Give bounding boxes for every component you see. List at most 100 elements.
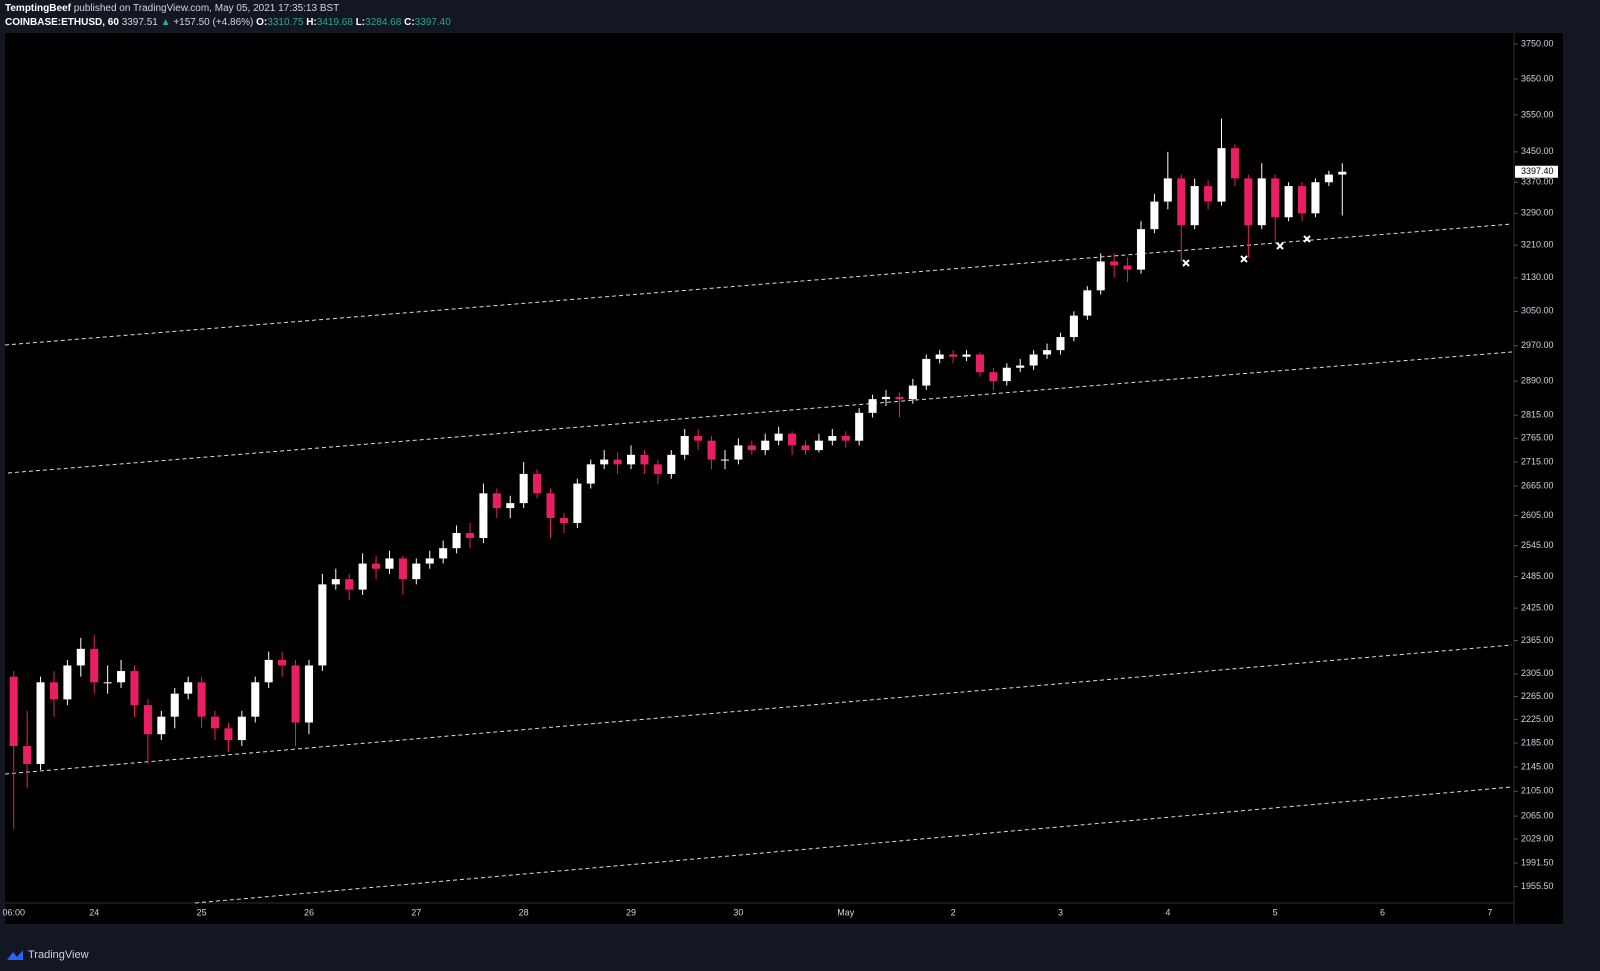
- candle-body: [1338, 171, 1347, 175]
- x-tick-label: 24: [89, 907, 99, 917]
- y-tick-label: 2029.00: [1521, 833, 1554, 843]
- candle-body: [747, 445, 756, 451]
- candle-body: [1244, 178, 1253, 226]
- candle-body: [627, 454, 636, 465]
- candle-body: [935, 354, 944, 359]
- candle-body: [895, 396, 904, 400]
- y-tick-label: 1955.50: [1521, 881, 1554, 891]
- candle-body: [949, 354, 958, 357]
- chart-background: [5, 33, 1563, 924]
- x-tick-label: 27: [411, 907, 421, 917]
- symbol: COINBASE:ETHUSD, 60: [5, 17, 119, 28]
- markers: [1182, 235, 1311, 267]
- y-tick-label: 2185.00: [1521, 737, 1554, 747]
- candle-body: [1298, 186, 1307, 214]
- c-value: 3397.40: [414, 17, 451, 28]
- candle-body: [761, 440, 770, 451]
- candle-body: [667, 454, 676, 474]
- candle-body: [1002, 367, 1011, 382]
- candle-body: [63, 665, 72, 700]
- candle-body: [533, 473, 542, 494]
- candle-body: [398, 558, 407, 580]
- candle-body: [1083, 290, 1092, 316]
- candle-body: [291, 665, 300, 723]
- candle-body: [640, 454, 649, 465]
- candle-body: [922, 358, 931, 386]
- candle-body: [23, 746, 32, 764]
- candle-body: [1257, 178, 1266, 226]
- candle-body: [425, 558, 434, 564]
- y-tick-label: 1991.50: [1521, 857, 1554, 867]
- h-value: 3419.68: [316, 17, 353, 28]
- y-tick-label: 2715.00: [1521, 456, 1554, 466]
- candle-body: [1016, 365, 1025, 368]
- x-tick-label: 4: [1165, 907, 1170, 917]
- candle-body: [210, 716, 220, 729]
- candle-body: [412, 563, 421, 580]
- c-label: C:: [404, 17, 415, 28]
- y-tick-label: 2305.00: [1521, 668, 1554, 678]
- y-tick-label: 3210.00: [1521, 240, 1554, 250]
- candle-body: [613, 459, 622, 465]
- last-price-tag: [1515, 165, 1558, 178]
- candle-body: [734, 445, 743, 460]
- candle-body: [76, 648, 85, 666]
- candle-body: [1217, 148, 1226, 202]
- candle-body: [559, 517, 568, 523]
- candle-body: [492, 493, 501, 509]
- candle-body: [1311, 182, 1320, 214]
- y-tick-label: 3050.00: [1521, 306, 1554, 316]
- y-tick-label: 2605.00: [1521, 510, 1554, 520]
- y-tick-label: 2105.00: [1521, 786, 1554, 796]
- y-tick-label: 2890.00: [1521, 375, 1554, 385]
- candle-body: [868, 399, 877, 413]
- candle-body: [573, 483, 582, 523]
- logo: [7, 950, 23, 960]
- header: TemptingBeef published on TradingView.co…: [5, 2, 451, 30]
- o-value: 3310.75: [267, 17, 304, 28]
- y-tick-label: 3550.00: [1521, 109, 1554, 119]
- x-tick-label: 29: [626, 907, 636, 917]
- change: +157.50 (+4.86%): [173, 17, 254, 28]
- y-tick-label: 2970.00: [1521, 340, 1554, 350]
- candle-body: [855, 412, 864, 441]
- y-tick-label: 2485.00: [1521, 571, 1554, 581]
- candle-body: [1029, 354, 1038, 366]
- candle-body: [130, 671, 139, 706]
- candle-body: [1163, 178, 1172, 202]
- candle-body: [170, 693, 179, 717]
- candle-body: [841, 436, 850, 441]
- candle-body: [1230, 148, 1239, 179]
- x-tick-label: 3: [1058, 907, 1063, 917]
- candle-body: [184, 682, 193, 694]
- candle-body: [519, 473, 528, 504]
- x-tick-label: 06:00: [2, 907, 25, 917]
- l-value: 3284.68: [365, 17, 402, 28]
- y-tick-label: 2425.00: [1521, 603, 1554, 613]
- x-tick-label: 6: [1380, 907, 1385, 917]
- candle-body: [1324, 174, 1333, 183]
- candle-body: [251, 682, 260, 717]
- candle-body: [1150, 201, 1159, 230]
- x-marker: [1276, 242, 1284, 250]
- candle-body: [694, 436, 703, 441]
- candle-body: [975, 354, 984, 373]
- x-tick-label: 28: [519, 907, 529, 917]
- candle-body: [908, 385, 917, 400]
- y-tick-label: 3750.00: [1521, 38, 1554, 48]
- candle-body: [1123, 265, 1132, 270]
- candle-body: [653, 464, 662, 474]
- candle-body: [989, 372, 998, 382]
- x-tick-label: 30: [733, 907, 743, 917]
- candle-body: [881, 396, 891, 400]
- candle-body: [801, 445, 810, 451]
- candle-body: [546, 493, 555, 518]
- x-tick-label: 25: [197, 907, 207, 917]
- trend-line: [194, 786, 1513, 904]
- l-label: L:: [355, 17, 366, 28]
- candle-body: [680, 436, 689, 455]
- candle-body: [452, 532, 461, 549]
- trend-line: [4, 644, 1513, 775]
- last-price-label: 3397.40: [1521, 166, 1554, 176]
